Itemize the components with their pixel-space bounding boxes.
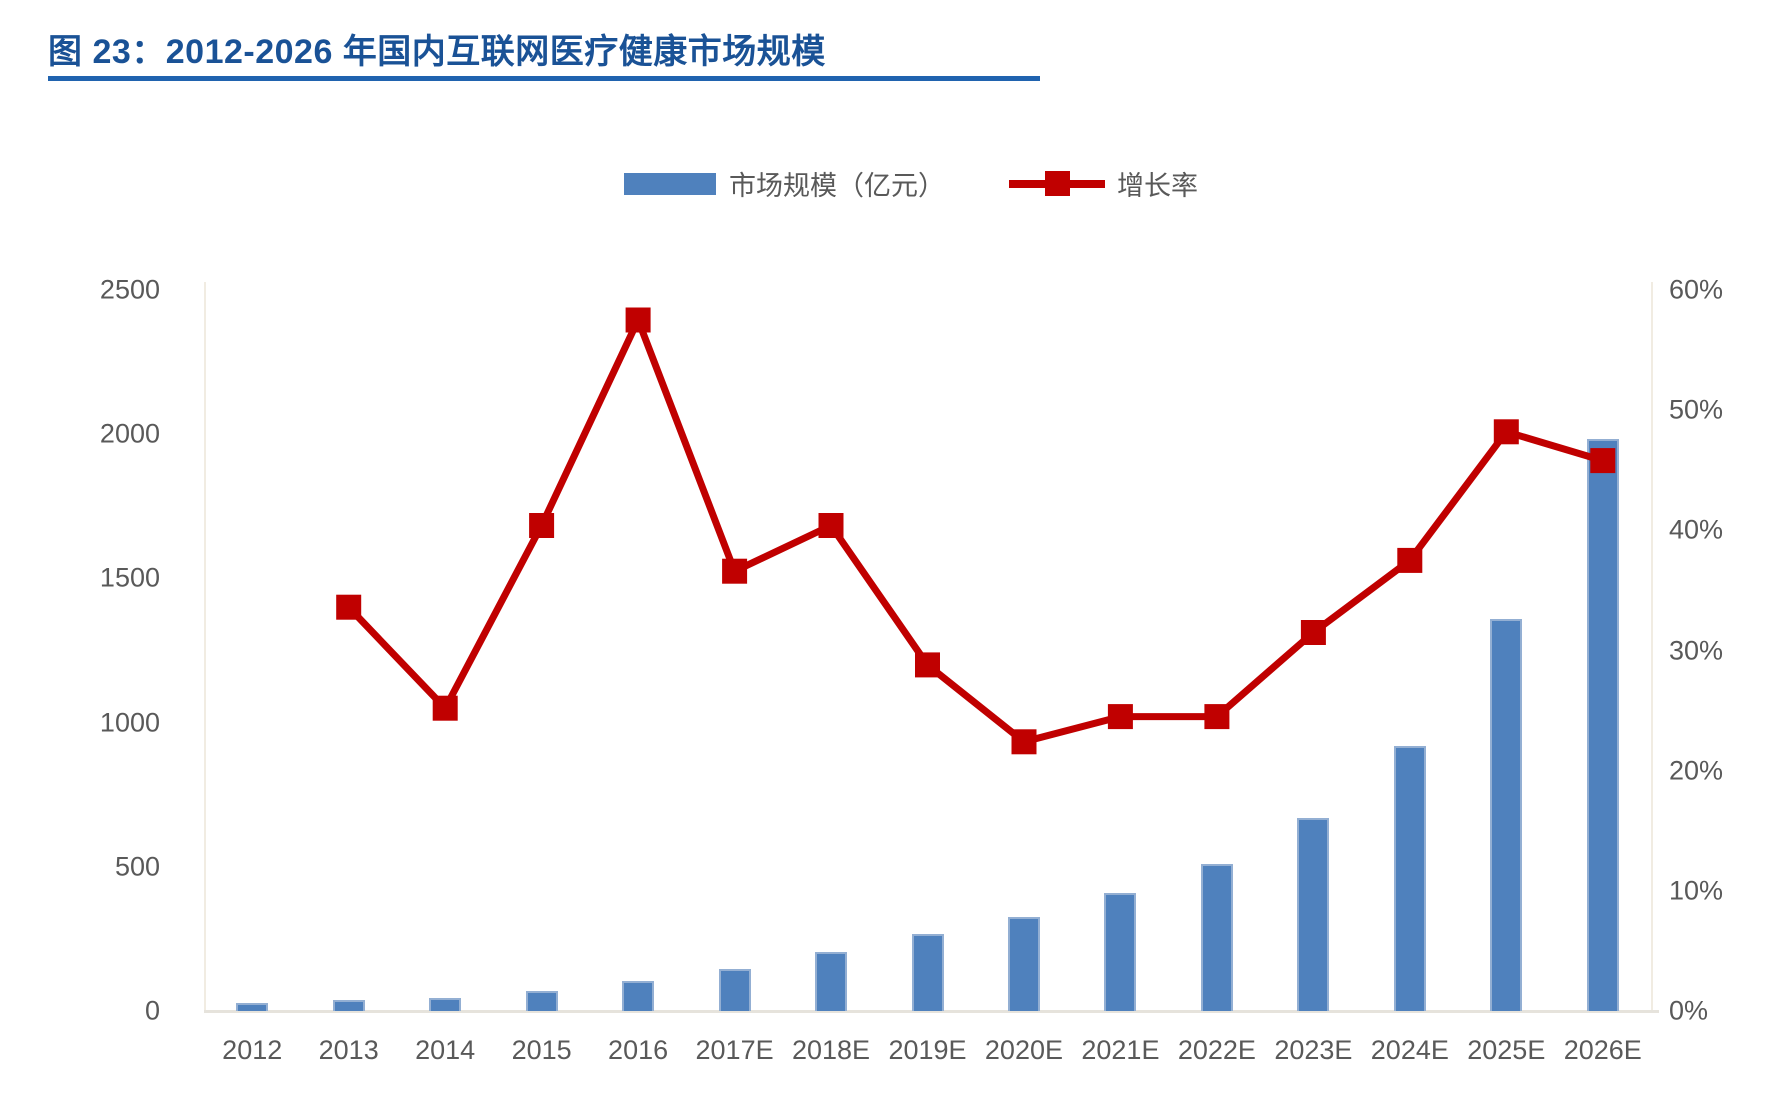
bar-2023E [1297, 818, 1330, 1011]
bar-2016 [622, 980, 655, 1011]
left-axis-line [204, 282, 206, 1011]
x-axis-label-2023E: 2023E [1274, 1035, 1353, 1065]
x-axis-label-2018E: 2018E [791, 1035, 871, 1065]
x-axis-baseline [204, 1010, 1659, 1013]
growth-rate-marker-2020E [1011, 729, 1037, 755]
line-series-swatch [1009, 170, 1105, 197]
x-axis-label-2021E: 2021E [1081, 1035, 1160, 1065]
bar-2022E [1200, 864, 1233, 1011]
bar-2018E [815, 951, 848, 1011]
bar-2013 [332, 1000, 365, 1011]
bar-2026E [1586, 438, 1619, 1011]
bar-2020E [1007, 916, 1040, 1011]
bar-2019E [911, 934, 944, 1011]
legend-label-growth-rate: 增长率 [1117, 171, 1198, 201]
x-axis-label-2026E: 2026E [1563, 1035, 1642, 1065]
bar-2017E [718, 968, 751, 1011]
growth-rate-marker-2019E [915, 652, 940, 678]
bar-2012 [236, 1002, 269, 1011]
legend-item-growth-rate: 增长率 [1009, 164, 1198, 203]
x-axis-label-2014: 2014 [415, 1035, 476, 1065]
growth-rate-marker-2013 [336, 594, 362, 620]
growth-rate-marker-2021E [1107, 704, 1133, 730]
growth-rate-marker-2022E [1204, 704, 1230, 730]
left-axis-tick-label: 1500 [99, 562, 160, 593]
bar-2024E [1393, 746, 1426, 1011]
x-axis-label-2025E: 2025E [1467, 1035, 1546, 1065]
x-axis-label-2016: 2016 [608, 1035, 669, 1065]
bar-2025E [1490, 618, 1523, 1011]
x-axis-label-2020E: 2020E [984, 1035, 1063, 1065]
left-axis-tick-label: 500 [114, 851, 160, 882]
growth-rate-marker-2024E [1397, 547, 1423, 573]
growth-rate-marker-2017E [722, 558, 748, 584]
growth-rate-marker-2014 [432, 695, 458, 721]
left-axis-tick-label: 2000 [99, 418, 160, 449]
x-axis-label-2022E: 2022E [1177, 1035, 1256, 1065]
growth-rate-marker-2018E [818, 513, 844, 538]
right-axis-tick-label: 40% [1669, 514, 1724, 545]
bar-series-swatch [624, 172, 716, 195]
title-underline [48, 76, 1040, 81]
left-axis-tick-label: 2500 [99, 274, 160, 305]
right-axis-tick-label: 0% [1669, 995, 1709, 1026]
x-axis-label-2012: 2012 [222, 1035, 283, 1065]
bar-2015 [525, 990, 558, 1011]
growth-rate-marker-2023E [1300, 620, 1326, 645]
x-axis-label-2017E: 2017E [695, 1035, 774, 1065]
growth-rate-marker-2025E [1493, 419, 1519, 445]
right-axis-tick-label: 60% [1669, 274, 1724, 305]
figure-title: 图 23：2012-2026 年国内互联网医疗健康市场规模 [48, 33, 826, 71]
legend-item-market-size: 市场规模（亿元） [624, 164, 945, 203]
x-axis-label-2024E: 2024E [1370, 1035, 1449, 1065]
growth-rate-marker-2016 [625, 307, 651, 333]
legend-label-market-size: 市场规模（亿元） [729, 171, 945, 201]
growth-rate-line [346, 311, 1604, 746]
right-axis-tick-label: 50% [1669, 394, 1724, 425]
left-axis-tick-label: 1000 [99, 707, 160, 738]
x-axis-label-2019E: 2019E [888, 1035, 967, 1065]
growth-rate-marker-2015 [529, 513, 555, 538]
bar-2014 [429, 997, 462, 1011]
x-axis-label-2013: 2013 [318, 1035, 379, 1065]
x-axis-label-2015: 2015 [511, 1035, 572, 1065]
right-axis-line [1651, 282, 1653, 1011]
right-axis-tick-label: 30% [1669, 635, 1724, 665]
line-swatch-marker [1045, 170, 1070, 196]
left-axis-tick-label: 0 [144, 995, 160, 1026]
bar-2021E [1104, 893, 1137, 1011]
chart-legend: 市场规模（亿元） 增长率 [624, 164, 1198, 203]
right-axis-tick-label: 10% [1669, 875, 1724, 906]
right-axis-tick-label: 20% [1669, 755, 1724, 786]
